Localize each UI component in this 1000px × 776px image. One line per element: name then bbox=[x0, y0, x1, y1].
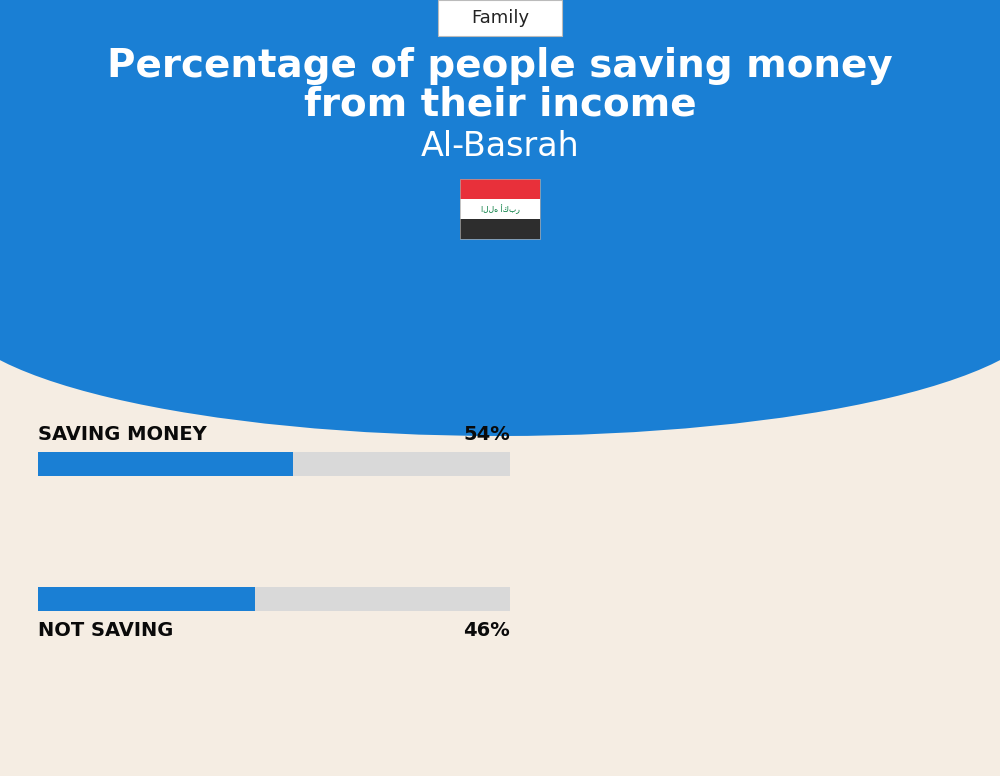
Bar bbox=[460, 179, 540, 239]
Bar bbox=[38, 587, 255, 611]
Bar bbox=[38, 587, 510, 611]
Ellipse shape bbox=[0, 176, 1000, 436]
Text: from their income: from their income bbox=[304, 85, 696, 123]
Bar bbox=[460, 179, 540, 199]
Text: 46%: 46% bbox=[463, 621, 510, 640]
Text: 54%: 54% bbox=[463, 425, 510, 444]
FancyBboxPatch shape bbox=[438, 0, 562, 36]
Bar bbox=[460, 219, 540, 239]
Text: Percentage of people saving money: Percentage of people saving money bbox=[107, 47, 893, 85]
Text: NOT SAVING: NOT SAVING bbox=[38, 621, 173, 640]
Bar bbox=[38, 452, 293, 476]
Bar bbox=[0, 0, 1000, 336]
Bar bbox=[460, 199, 540, 219]
Text: Family: Family bbox=[471, 9, 529, 27]
Bar bbox=[38, 452, 510, 476]
Text: الله أكبر: الله أكبر bbox=[481, 204, 519, 214]
Text: Al-Basrah: Al-Basrah bbox=[421, 130, 579, 162]
Text: SAVING MONEY: SAVING MONEY bbox=[38, 425, 207, 444]
